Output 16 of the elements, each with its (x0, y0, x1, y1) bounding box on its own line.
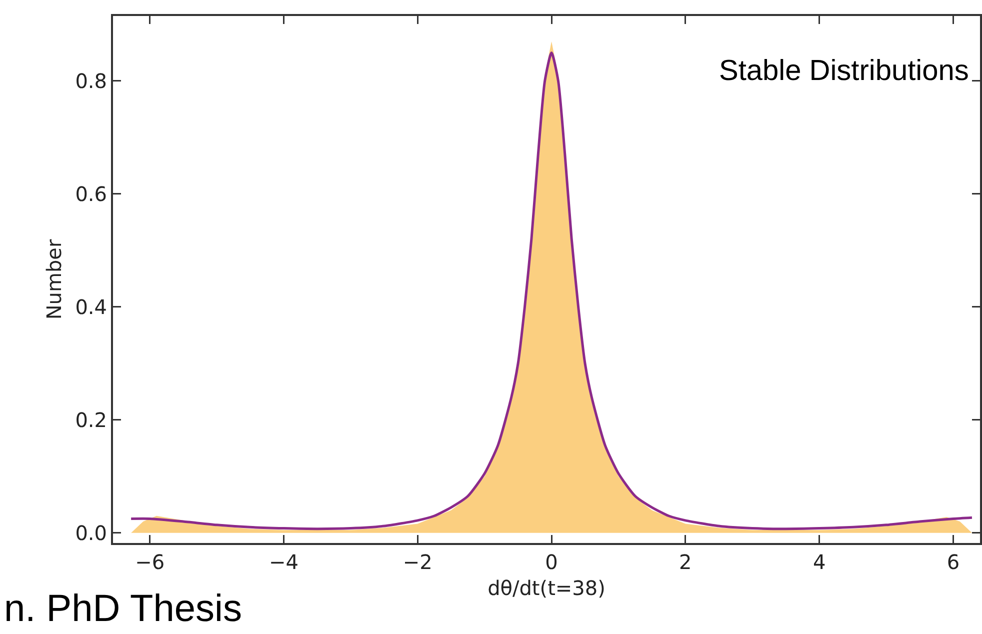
x-axis-title: dθ/dt(t=38) (488, 576, 606, 600)
y-tick-label: 0.6 (75, 182, 107, 206)
text: n. PhD Thesis (4, 588, 242, 630)
x-tick-label: 6 (946, 550, 960, 574)
x-tick-label: 2 (679, 550, 692, 574)
x-tick-label: −6 (135, 550, 165, 574)
y-axis-title: Number (42, 238, 66, 320)
annotation: Stable Distributions (719, 55, 969, 87)
x-tick-label: 0 (545, 550, 558, 574)
y-tick-label: 0.0 (75, 520, 107, 545)
x-tick-label: −4 (268, 550, 298, 574)
y-tick-label: 0.8 (75, 68, 107, 93)
x-tick-label: 4 (812, 550, 826, 574)
y-tick-label: 0.4 (75, 294, 107, 319)
x-tick-label: −2 (402, 550, 432, 574)
y-tick-label: 0.2 (75, 408, 107, 432)
